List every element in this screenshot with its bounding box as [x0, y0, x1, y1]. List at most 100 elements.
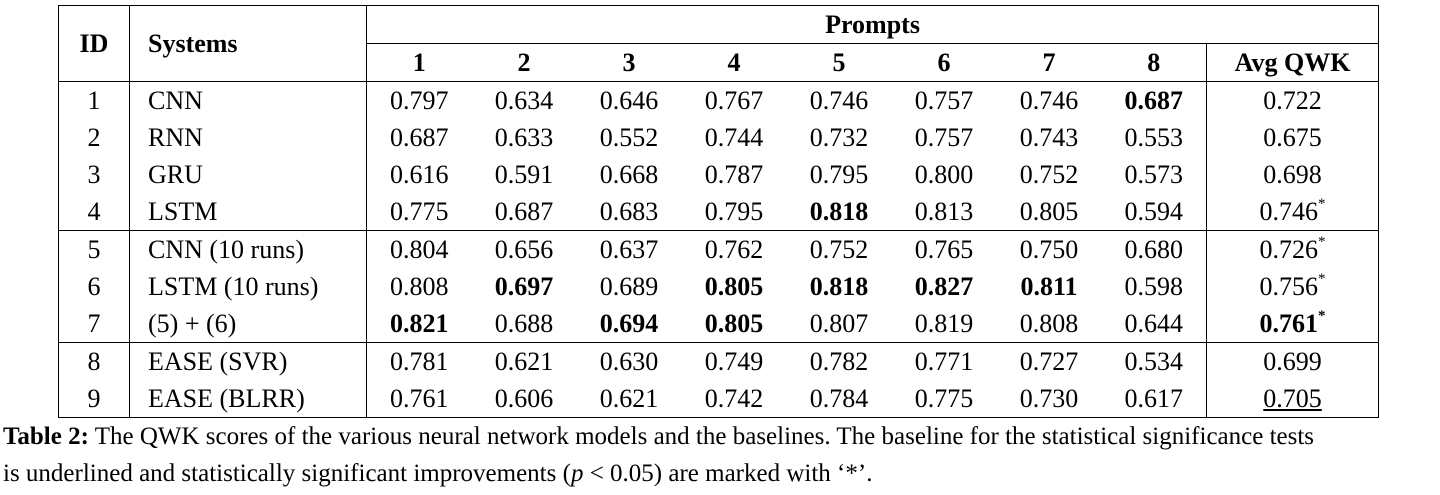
score-cell: 0.553 — [1102, 119, 1207, 156]
score-cell: 0.634 — [471, 81, 577, 119]
score: 0.732 — [809, 122, 869, 152]
score: 0.688 — [494, 308, 554, 338]
score: 0.756 — [1259, 271, 1319, 301]
score-cell: 0.795 — [787, 156, 892, 193]
id-cell: 8 — [58, 342, 130, 380]
header-cell: ID — [58, 5, 130, 82]
score: 0.694 — [599, 308, 659, 338]
caption-label: Table 2: — [3, 423, 89, 450]
score-cell: 0.699 — [1205, 342, 1379, 380]
score: 0.808 — [1019, 308, 1079, 338]
score: 0.757 — [914, 122, 974, 152]
score: 0.775 — [914, 383, 974, 413]
score-cell: 0.765 — [891, 230, 997, 268]
score-cell: 0.752 — [997, 156, 1102, 193]
score-cell: 0.591 — [472, 156, 577, 193]
score-cell: 0.821 — [366, 305, 472, 343]
score: 0.630 — [599, 346, 659, 376]
score-cell: 0.744 — [682, 119, 787, 156]
score: 0.808 — [390, 271, 449, 301]
data-row: 4 LSTM 0.775 0.687 0.683 0.795 0.818 0.813 0.805… — [59, 193, 1379, 231]
system-cell: RNN — [129, 119, 367, 156]
score: 0.699 — [1263, 346, 1322, 376]
score-cell: 0.594 — [1102, 193, 1207, 231]
score: 0.752 — [1019, 159, 1079, 189]
score-cell: 0.795 — [682, 193, 787, 231]
header-cell: 2 — [471, 43, 577, 82]
header-cell: Prompts — [365, 5, 1379, 44]
score-cell: 0.616 — [366, 156, 472, 193]
score: 0.633 — [494, 122, 554, 152]
score: 0.752 — [809, 234, 869, 264]
significance-mark: * — [1318, 233, 1326, 250]
score: 0.795 — [809, 159, 869, 189]
score: 0.646 — [599, 85, 659, 115]
score-cell: 0.782 — [786, 342, 892, 380]
score: 0.697 — [494, 271, 554, 301]
score-cell: 0.598 — [1102, 268, 1207, 305]
score-cell: 0.726* — [1205, 230, 1379, 268]
score-cell: 0.633 — [472, 119, 577, 156]
score-cell: 0.697 — [472, 268, 577, 305]
score-cell: 0.805 — [682, 268, 787, 305]
significance-mark: * — [1318, 270, 1326, 287]
score-cell: 0.746 — [786, 81, 892, 119]
score: 0.746 — [809, 85, 869, 115]
score-cell: 0.746 — [996, 81, 1102, 119]
header-cell: 6 — [891, 43, 997, 82]
score-cell: 0.646 — [576, 81, 682, 119]
score: 0.818 — [809, 196, 869, 226]
score-cell: 0.818 — [787, 193, 892, 231]
score: 0.606 — [494, 383, 554, 413]
score-cell: 0.775 — [366, 193, 472, 231]
score-cell: 0.761* — [1205, 305, 1379, 343]
score-cell: 0.573 — [1102, 156, 1207, 193]
score-cell: 0.767 — [681, 81, 787, 119]
score-cell: 0.694 — [577, 305, 682, 343]
significance-mark: * — [1318, 307, 1326, 324]
score-cell: 0.688 — [472, 305, 577, 343]
caption-text: < 0.05) are marked with ‘*’. — [583, 460, 873, 487]
score-cell: 0.757 — [891, 81, 997, 119]
score: 0.775 — [390, 196, 449, 226]
score-cell: 0.722 — [1205, 81, 1379, 119]
score: 0.637 — [599, 234, 659, 264]
score-cell: 0.687 — [366, 119, 472, 156]
score-cell: 0.644 — [1102, 305, 1207, 343]
header-row: 1 2 3 4 5 6 7 8 Avg QWK — [59, 43, 1379, 82]
score: 0.722 — [1263, 85, 1322, 115]
score: 0.819 — [914, 308, 974, 338]
score: 0.771 — [914, 346, 974, 376]
data-row: 5 CNN (10 runs) 0.804 0.656 0.637 0.762 0.752 0… — [58, 230, 1379, 268]
caption: Table 2: The QWK scores of the various n… — [3, 418, 1314, 492]
score: 0.784 — [809, 383, 869, 413]
system-cell: GRU — [129, 156, 367, 193]
header-cell: Systems — [129, 5, 367, 82]
score: 0.687 — [1124, 85, 1184, 115]
score: 0.656 — [494, 234, 554, 264]
id-cell: 1 — [58, 81, 130, 119]
score-cell: 0.637 — [576, 230, 682, 268]
score: 0.804 — [390, 234, 449, 264]
score-cell: 0.804 — [366, 230, 472, 268]
score: 0.705 — [1263, 383, 1322, 413]
header-cell: 3 — [576, 43, 682, 82]
score: 0.767 — [704, 85, 764, 115]
score: 0.781 — [390, 346, 449, 376]
score-cell: 0.552 — [577, 119, 682, 156]
score: 0.598 — [1124, 271, 1184, 301]
score-cell: 0.680 — [1101, 230, 1207, 268]
score-cell: 0.784 — [787, 380, 892, 418]
score-cell: 0.705 — [1205, 380, 1379, 418]
score-cell: 0.752 — [786, 230, 892, 268]
score: 0.805 — [704, 308, 764, 338]
data-row: 1 CNN 0.797 0.634 0.646 0.767 0.746 0.757 0.746 0… — [58, 81, 1379, 119]
score: 0.800 — [914, 159, 974, 189]
data-row: 6 LSTM (10 runs) 0.808 0.697 0.689 0.805 0.818… — [59, 268, 1379, 305]
score: 0.726 — [1259, 234, 1319, 264]
score: 0.591 — [494, 159, 554, 189]
results-table: ID Systems Prompts 1 2 3 4 5 6 7 8 Avg QWK 1 CNN 0.797… — [58, 5, 1380, 418]
score: 0.573 — [1124, 159, 1184, 189]
header-cell: 8 — [1101, 43, 1207, 82]
